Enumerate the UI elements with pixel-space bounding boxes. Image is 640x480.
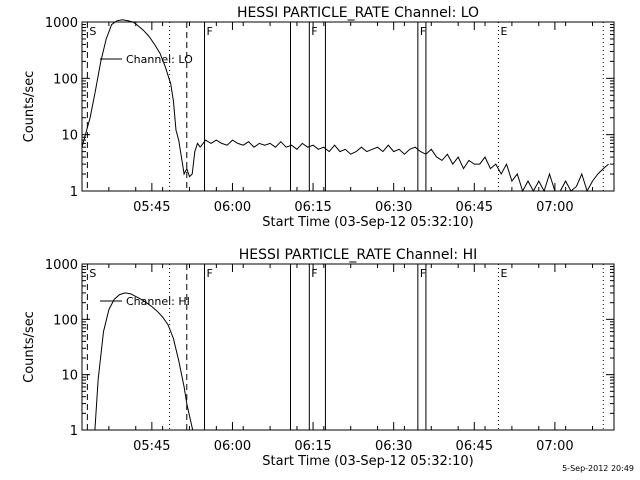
x-tick-label: 05:45 [133, 439, 170, 454]
y-tick-label: 10 [61, 129, 78, 144]
marker-label: E [500, 267, 507, 280]
x-tick-label: 06:30 [375, 200, 412, 215]
marker-label: E [500, 25, 507, 38]
series-line [94, 292, 194, 431]
y-tick-label: 1000 [45, 16, 78, 31]
chart-title: HESSI PARTICLE_RATE Channel: LO [237, 5, 479, 21]
y-tick-label: 10 [61, 369, 78, 384]
marker-label: S [89, 25, 96, 38]
chart-panel-2: HESSI PARTICLE_RATE Channel: HI 1 10 100 100… [22, 247, 615, 469]
series-line [81, 19, 201, 178]
y-tick-label: 1 [70, 424, 78, 439]
marker-label: F [207, 25, 213, 38]
x-tick-label: 05:45 [133, 200, 170, 215]
x-tick-label: 07:00 [536, 439, 573, 454]
chart-title: HESSI PARTICLE_RATE Channel: HI [239, 247, 477, 263]
legend-label: Channel: HI [126, 295, 190, 308]
series-line [199, 139, 609, 193]
x-axis-label: Start Time (03-Sep-12 05:32:10) [262, 454, 473, 469]
x-tick-label: 06:45 [456, 200, 493, 215]
y-tick-label: 100 [53, 313, 78, 328]
x-tick-label: 07:00 [536, 200, 573, 215]
x-tick-label: 06:15 [294, 439, 331, 454]
marker-label: F [420, 267, 426, 280]
plot-frame [81, 263, 615, 431]
plot-frame [81, 21, 615, 192]
marker-label: S [89, 267, 96, 280]
y-axis-label: Counts/sec [22, 71, 37, 143]
y-tick-label: 1 [70, 185, 78, 200]
timestamp: 5-Sep-2012 20:49 [562, 464, 634, 473]
x-tick-label: 06:00 [214, 200, 251, 215]
legend-label: Channel: LO [126, 53, 193, 66]
chart-panel-1: HESSI PARTICLE_RATE Channel: LO 1 10 100 100… [22, 5, 615, 230]
x-axis-label: Start Time (03-Sep-12 05:32:10) [262, 215, 473, 230]
marker-label: F [207, 267, 213, 280]
x-tick-label: 06:15 [294, 200, 331, 215]
y-axis-label: Counts/sec [22, 311, 37, 383]
x-tick-label: 06:30 [375, 439, 412, 454]
y-tick-label: 1000 [45, 258, 78, 273]
x-tick-label: 06:00 [214, 439, 251, 454]
marker-label: F [311, 267, 317, 280]
marker-label: F [420, 25, 426, 38]
x-tick-label: 06:45 [456, 439, 493, 454]
y-tick-label: 100 [53, 72, 78, 87]
marker-label: F [311, 25, 317, 38]
